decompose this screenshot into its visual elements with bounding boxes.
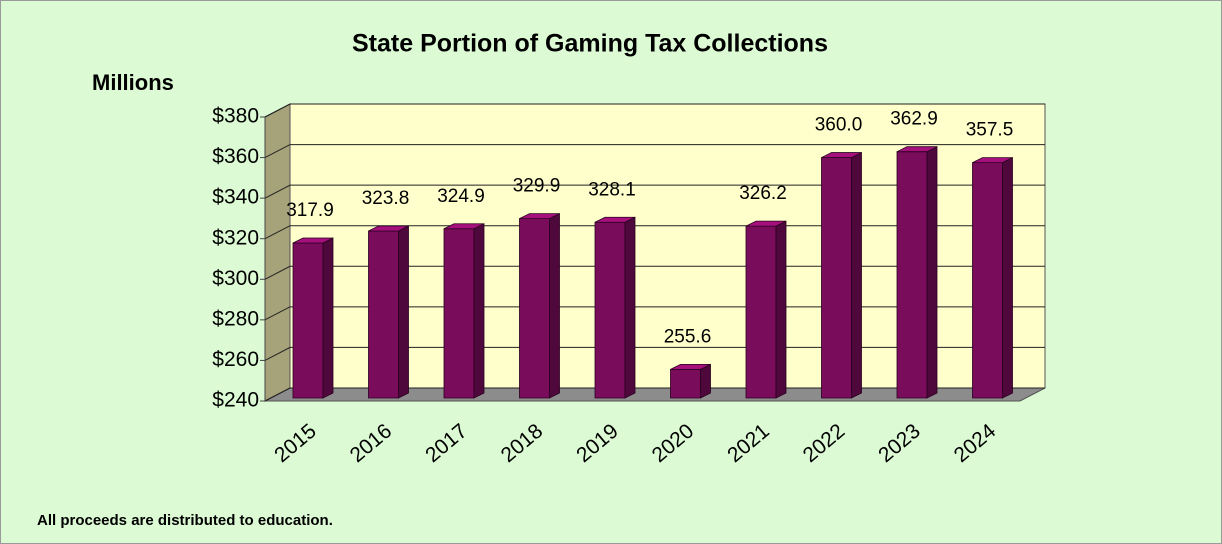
bar-top	[670, 363, 711, 370]
bar-side	[700, 363, 711, 399]
y-tick-label: $260	[212, 348, 259, 371]
value-label: 255.6	[664, 326, 712, 347]
bar-top	[292, 237, 334, 244]
bar	[972, 156, 1013, 399]
grid-line	[264, 225, 1045, 240]
value-label: 360.0	[815, 115, 863, 136]
bar-top	[519, 213, 560, 220]
bar	[368, 225, 409, 399]
value-label: 357.5	[966, 120, 1014, 141]
bar-side	[549, 212, 560, 399]
bar	[821, 151, 862, 399]
y-tick-label: $320	[212, 226, 259, 249]
bar-front	[292, 242, 324, 399]
y-tick-label: $240	[212, 389, 259, 412]
grid-line	[264, 346, 1045, 361]
value-label: 362.9	[890, 109, 938, 130]
bar-top	[745, 220, 787, 227]
bar-front	[594, 221, 626, 399]
bar-front	[972, 162, 1003, 399]
value-label: 329.9	[513, 176, 561, 197]
bar	[594, 216, 636, 399]
bar-side	[1002, 156, 1013, 399]
bar	[745, 220, 787, 399]
bar-side	[624, 216, 636, 399]
bar-side	[322, 237, 334, 399]
grid-line	[264, 387, 1045, 402]
chart-title: State Portion of Gaming Tax Collections	[352, 30, 828, 58]
bar-side	[398, 225, 409, 399]
value-label: 328.1	[588, 179, 636, 200]
bar-front	[519, 218, 550, 399]
bar	[443, 223, 485, 399]
value-label: 317.9	[286, 200, 334, 221]
side-wall	[264, 103, 291, 402]
bar-side	[926, 146, 938, 399]
grid-line	[264, 103, 1045, 118]
bar-front	[745, 225, 777, 399]
footnote: All proceeds are distributed to educatio…	[37, 512, 333, 529]
bar	[519, 212, 560, 399]
value-label: 323.8	[362, 188, 410, 209]
y-tick-label: $280	[212, 307, 259, 330]
y-axis-label: Millions	[92, 70, 174, 95]
grid-line	[264, 306, 1045, 321]
bar-top	[821, 152, 862, 158]
bar-top	[896, 146, 938, 153]
bar	[896, 146, 938, 399]
bar-side	[473, 223, 485, 399]
bar-front	[443, 228, 475, 399]
bar-side	[775, 220, 787, 399]
grid-line	[264, 265, 1045, 280]
y-tick-label: $380	[212, 105, 259, 128]
bar-front	[670, 368, 701, 399]
bar-top	[368, 225, 409, 232]
bar-front	[368, 230, 399, 399]
grid-line	[264, 184, 1045, 199]
bar-side	[851, 151, 862, 399]
bar	[292, 237, 334, 399]
value-label: 324.9	[437, 186, 485, 207]
bar-front	[821, 157, 852, 399]
value-label: 326.2	[739, 183, 787, 204]
bar-top	[594, 216, 636, 223]
y-tick-label: $340	[212, 186, 259, 209]
bar-top	[972, 157, 1013, 164]
y-tick-label: $300	[212, 267, 259, 290]
bar	[670, 363, 711, 399]
grid-line	[264, 144, 1045, 159]
bar-front	[896, 151, 928, 399]
y-tick-label: $360	[212, 145, 259, 168]
bar-top	[443, 223, 485, 230]
